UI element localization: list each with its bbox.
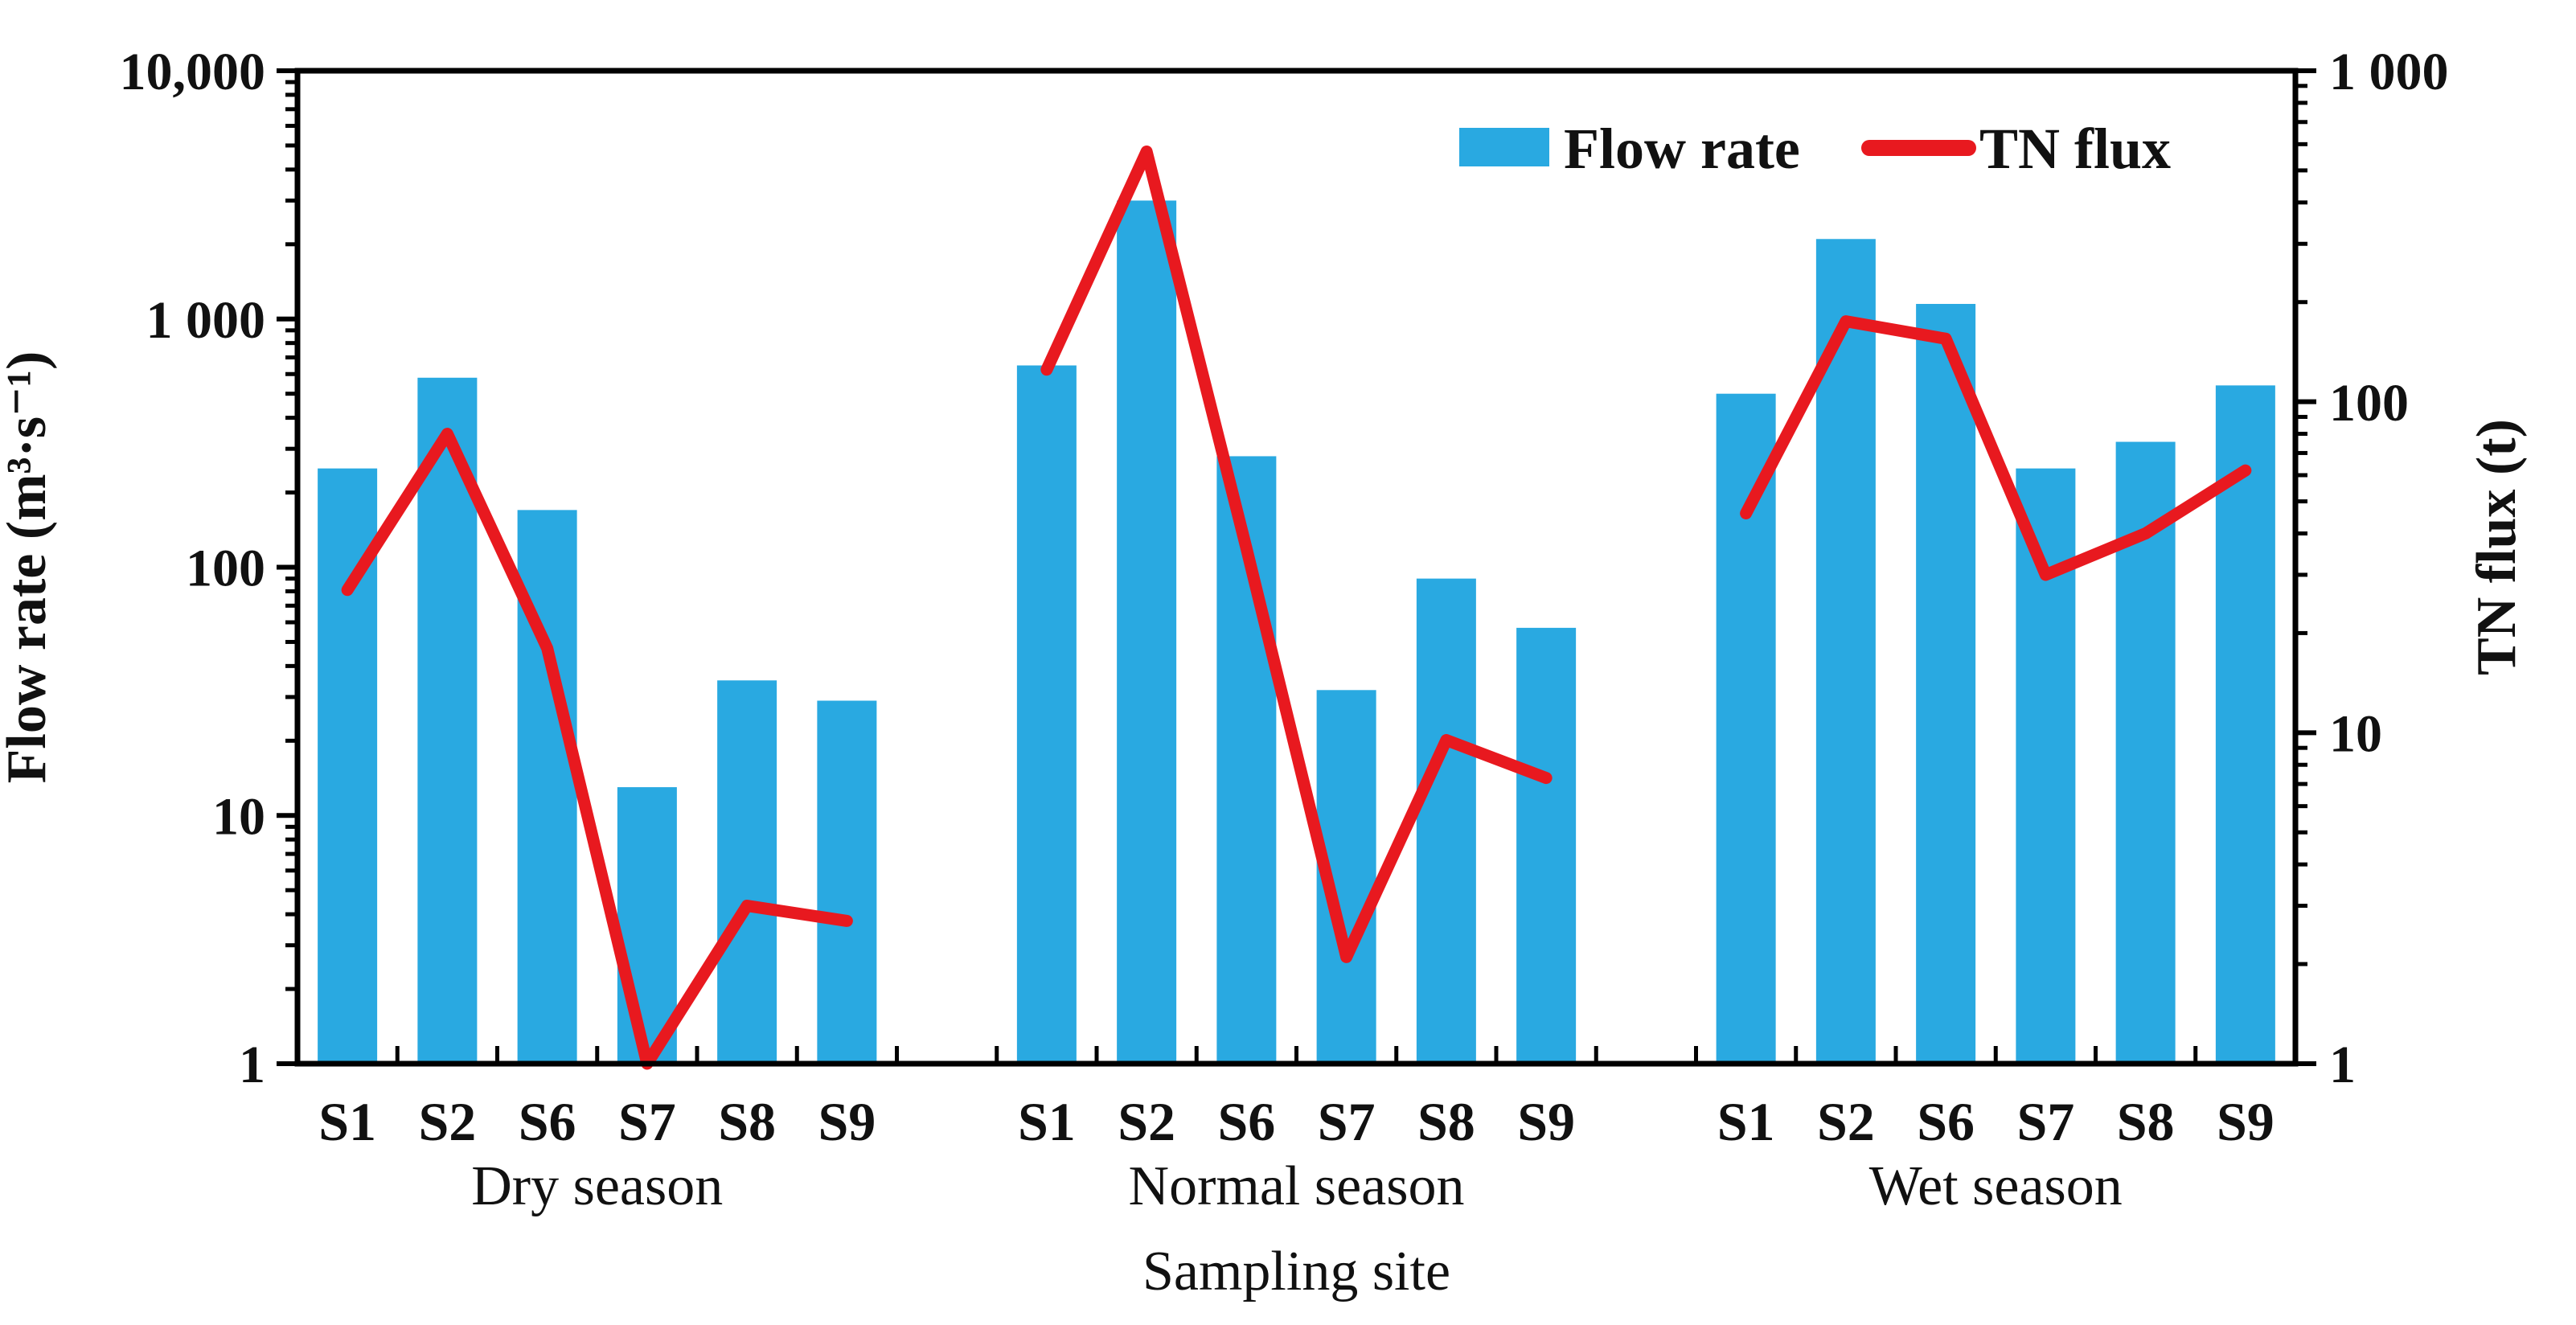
left-axis-title: Flow rate (m³·s⁻¹): [0, 351, 58, 784]
flow-bar-normal-S8: [1416, 578, 1476, 1064]
site-label-s9: S9: [1517, 1091, 1575, 1152]
right-axis-title: TN flux (t): [2466, 419, 2528, 675]
site-label-s1: S1: [1018, 1091, 1076, 1152]
flow-bar-normal-S2: [1117, 200, 1177, 1064]
left-axis-tick-label: 1 000: [146, 291, 266, 350]
flow-bar-dry-S8: [717, 680, 777, 1064]
flow-bar-normal-S1: [1016, 365, 1077, 1064]
site-label-s1: S1: [1717, 1091, 1775, 1152]
site-label-s9: S9: [818, 1091, 876, 1152]
site-label-s2: S2: [1817, 1091, 1875, 1152]
right-axis-tick-label: 10: [2329, 704, 2382, 763]
legend-tn-flux-label: TN flux: [1979, 117, 2171, 181]
site-label-s7: S7: [618, 1091, 676, 1152]
site-label-s6: S6: [1217, 1091, 1275, 1152]
flow-bar-normal-S9: [1516, 627, 1577, 1064]
site-label-s7: S7: [2016, 1091, 2074, 1152]
left-axis-tick-label: 1: [239, 1036, 265, 1094]
right-axis-tick-label: 1: [2329, 1036, 2356, 1094]
site-label-s6: S6: [519, 1091, 576, 1152]
season-label-dry: Dry season: [471, 1155, 723, 1217]
site-label-s8: S8: [2117, 1091, 2175, 1152]
left-axis-tick-label: 10,000: [120, 43, 266, 101]
flow-bar-dry-S2: [417, 377, 478, 1064]
tn-flux-line-normal: [1040, 145, 1553, 963]
season-label-normal: Normal season: [1129, 1155, 1465, 1217]
left-axis-tick-label: 100: [186, 539, 265, 598]
site-label-s1: S1: [318, 1091, 376, 1152]
right-axis-tick-label: 1 000: [2329, 43, 2449, 101]
tn-flux-line-dry: [341, 428, 853, 1070]
site-label-s2: S2: [1118, 1091, 1175, 1152]
site-label-s7: S7: [1318, 1091, 1376, 1152]
season-label-wet: Wet season: [1869, 1155, 2123, 1217]
flow-bar-wet-S1: [1716, 393, 1776, 1065]
flow-bar-wet-S7: [2016, 468, 2076, 1064]
flow-bar-wet-S2: [1815, 239, 1876, 1065]
legend-flow-rate-swatch: [1459, 128, 1549, 166]
left-axis-tick-label: 10: [212, 787, 265, 846]
flow-bar-wet-S9: [2215, 385, 2275, 1064]
right-axis-tick-label: 100: [2329, 374, 2409, 433]
site-label-s9: S9: [2217, 1091, 2275, 1152]
tn-flux-line-wet: [1740, 315, 2252, 581]
site-label-s8: S8: [718, 1091, 776, 1152]
flow-bar-dry-S7: [617, 787, 677, 1064]
site-label-s8: S8: [1417, 1091, 1475, 1152]
x-axis-title: Sampling site: [1142, 1241, 1450, 1302]
legend-flow-rate-label: Flow rate: [1564, 117, 1800, 181]
site-label-s6: S6: [1917, 1091, 1975, 1152]
flow-bar-dry-S9: [817, 700, 877, 1064]
site-label-s2: S2: [418, 1091, 476, 1152]
flow-bar-wet-S6: [1916, 304, 1976, 1065]
